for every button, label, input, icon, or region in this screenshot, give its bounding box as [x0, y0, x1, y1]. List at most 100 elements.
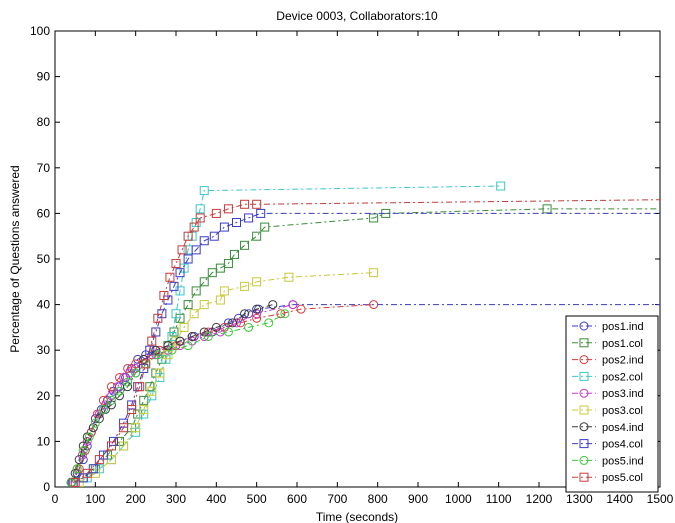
data-point — [113, 382, 123, 392]
y-tick-label: 60 — [37, 206, 51, 220]
data-point — [119, 441, 129, 451]
legend-marker — [579, 455, 589, 465]
legend-label: pos4.ind — [602, 422, 644, 434]
y-tick-label: 90 — [37, 70, 51, 84]
legend-entry: pos3.ind — [572, 388, 644, 400]
data-point — [123, 377, 133, 387]
data-point — [189, 309, 199, 319]
data-point — [70, 477, 80, 487]
y-tick-label: 50 — [37, 252, 51, 266]
data-point — [288, 300, 298, 310]
data-point — [98, 404, 108, 414]
series-line — [72, 208, 660, 483]
data-point — [232, 218, 241, 228]
data-point — [542, 204, 552, 214]
data-point — [139, 395, 149, 405]
data-point — [106, 455, 116, 465]
data-point — [175, 268, 185, 278]
data-point — [215, 295, 225, 305]
x-tick-label: 1300 — [566, 492, 593, 506]
data-point — [223, 259, 233, 269]
data-point — [155, 373, 165, 383]
legend-label: pos5.ind — [602, 455, 644, 467]
data-point — [260, 222, 270, 232]
data-point — [131, 359, 141, 369]
data-point — [119, 423, 129, 433]
legend-label: pos5.col — [602, 472, 643, 484]
data-point — [252, 199, 262, 209]
data-point — [175, 336, 185, 346]
legend-marker — [579, 355, 589, 365]
data-point — [78, 441, 88, 451]
data-point — [280, 309, 290, 319]
data-point — [133, 354, 143, 364]
data-point — [153, 313, 163, 323]
data-point — [244, 322, 254, 332]
data-point — [139, 363, 149, 373]
data-point — [161, 354, 171, 364]
legend-marker — [579, 422, 589, 432]
data-point — [175, 286, 185, 296]
data-point — [165, 272, 175, 282]
legend-entry: pos3.col — [572, 405, 643, 417]
y-tick-label: 10 — [37, 434, 51, 448]
data-point — [369, 213, 379, 223]
y-tick-label: 100 — [30, 24, 50, 38]
data-point — [219, 222, 229, 232]
data-point — [369, 300, 379, 310]
data-point — [203, 332, 213, 342]
data-point — [139, 404, 149, 414]
data-point — [94, 455, 104, 465]
x-tick-label: 1000 — [445, 492, 472, 506]
x-tick-label: 700 — [327, 492, 347, 506]
data-point — [171, 309, 181, 319]
data-point — [183, 341, 193, 351]
data-point — [264, 318, 274, 328]
legend-marker — [579, 405, 589, 415]
x-tick-label: 1400 — [606, 492, 633, 506]
data-point — [284, 272, 294, 282]
data-point — [496, 181, 506, 191]
data-point — [127, 404, 137, 414]
data-point — [135, 382, 145, 392]
data-point — [252, 304, 262, 314]
data-point — [115, 386, 125, 396]
legend-marker — [579, 472, 589, 482]
data-point — [78, 446, 88, 456]
legend: pos1.ind pos1.col pos2.ind pos2.col pos3.ind… — [565, 315, 659, 493]
data-point — [252, 277, 262, 287]
data-point — [199, 236, 209, 246]
x-tick-label: 1100 — [486, 492, 512, 506]
legend-entry: pos2.ind — [572, 355, 644, 367]
data-point — [90, 418, 100, 428]
y-tick-label: 30 — [37, 343, 51, 357]
data-point — [74, 455, 84, 465]
data-point — [240, 281, 250, 291]
x-tick-label: 500 — [247, 492, 267, 506]
y-axis-label: Percentage of Questions answered — [8, 165, 22, 352]
data-point — [268, 300, 278, 310]
series-line — [70, 304, 660, 483]
data-point — [199, 186, 209, 196]
data-point — [179, 322, 189, 332]
data-point — [84, 432, 94, 442]
data-point — [141, 359, 151, 369]
x-tick-label: 1200 — [526, 492, 553, 506]
data-point — [153, 350, 163, 360]
chart-title: Device 0003, Collaborators:10 — [276, 9, 438, 23]
data-point — [191, 286, 201, 296]
data-point — [252, 309, 262, 319]
legend-label: pos3.col — [602, 405, 643, 417]
data-point — [131, 368, 141, 378]
data-point — [177, 245, 187, 255]
data-point — [195, 204, 205, 214]
data-point — [252, 313, 262, 323]
data-point — [183, 254, 193, 264]
data-point — [106, 441, 116, 451]
legend-marker — [579, 321, 589, 331]
legend-label: pos2.col — [602, 371, 643, 383]
legend-marker — [579, 338, 589, 348]
data-point — [147, 336, 157, 346]
legend-entry: pos4.col — [572, 439, 643, 451]
data-point — [151, 345, 161, 355]
